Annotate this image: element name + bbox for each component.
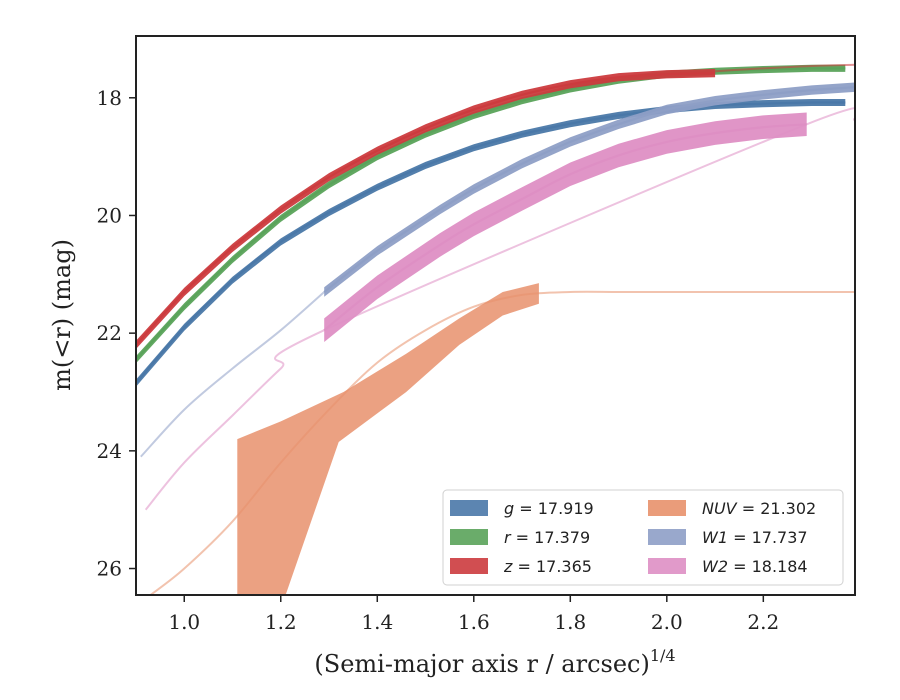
- legend-equals-r: =: [511, 528, 535, 547]
- legend-value-w1: 17.737: [752, 528, 808, 547]
- legend-equals-g: =: [514, 499, 538, 518]
- legend-swatch-w2: [648, 558, 686, 574]
- legend-var-g: g: [504, 499, 514, 518]
- y-axis-label: m(<r) (mag): [48, 239, 76, 391]
- y-tick-label: 26: [97, 557, 122, 581]
- legend-frame: [442, 489, 844, 586]
- series-line-w1: [323, 86, 855, 293]
- legend-value-nuv: 21.302: [760, 499, 816, 518]
- legend-var-w2: W2: [702, 557, 728, 576]
- legend-swatch-z: [450, 558, 488, 574]
- legend-value-z: 17.365: [536, 557, 592, 576]
- legend-swatch-r: [450, 529, 488, 545]
- series-line-w2: [323, 123, 807, 332]
- legend-equals-w2: =: [728, 557, 752, 576]
- plot-area: [136, 63, 855, 595]
- legend-label-w1: W1 = 17.737: [702, 528, 808, 547]
- legend-swatch-nuv: [648, 500, 686, 516]
- x-tick-label: 2.2: [747, 610, 779, 634]
- legend-swatch-w1: [648, 529, 686, 545]
- x-tick-label: 1.4: [361, 610, 393, 634]
- axes-ticks: 1.0 1.2 1.4 1.6 1.8 2.0 2.2 18 20 22 24 26: [97, 86, 780, 634]
- legend-equals-z: =: [512, 557, 536, 576]
- plot-frame: [135, 35, 856, 596]
- legend-equals-nuv: =: [737, 499, 761, 518]
- legend-label-w2: W2 = 18.184: [702, 557, 808, 576]
- x-tick-label: 2.0: [651, 610, 683, 634]
- legend-equals-w1: =: [728, 528, 752, 547]
- x-tick-label: 1.6: [458, 610, 490, 634]
- band-w2: [324, 112, 807, 342]
- x-axis-label: (Semi-major axis r / arcsec)1/4: [314, 646, 675, 678]
- legend-value-w2: 18.184: [752, 557, 808, 576]
- legend-label-z: z = 17.365: [503, 557, 592, 576]
- legend-value-g: 17.919: [538, 499, 594, 518]
- legend-label-g: g = 17.919: [504, 499, 594, 518]
- band-nuv: [237, 283, 539, 595]
- x-tick-label: 1.8: [554, 610, 586, 634]
- y-tick-label: 18: [97, 86, 122, 110]
- x-tick-label: 1.0: [168, 610, 200, 634]
- legend-swatch-g: [450, 500, 488, 516]
- x-tick-label: 1.2: [265, 610, 297, 634]
- fit-curve-z: [715, 63, 855, 73]
- x-axis-label-exponent: 1/4: [650, 646, 676, 665]
- fit-curve-w2: [144, 107, 855, 511]
- y-tick-label: 20: [97, 203, 122, 227]
- y-tick-label: 24: [97, 439, 122, 463]
- legend: g = 17.919 r = 17.379 z = 17.365 NUV = 21.3…: [442, 489, 844, 586]
- legend-value-r: 17.379: [534, 528, 590, 547]
- series-line-g: [136, 101, 846, 384]
- x-axis-label-text: (Semi-major axis r / arcsec): [314, 650, 649, 678]
- legend-var-r: r: [504, 528, 512, 547]
- legend-label-r: r = 17.379: [504, 528, 590, 547]
- fit-curve-w1: [140, 291, 325, 458]
- legend-var-w1: W1: [702, 528, 728, 547]
- legend-var-nuv: NUV: [702, 499, 738, 518]
- legend-label-nuv: NUV = 21.302: [702, 499, 816, 518]
- band-z: [136, 69, 716, 349]
- legend-var-z: z: [503, 557, 513, 576]
- series-line-z: [136, 72, 716, 346]
- y-tick-label: 22: [97, 321, 122, 345]
